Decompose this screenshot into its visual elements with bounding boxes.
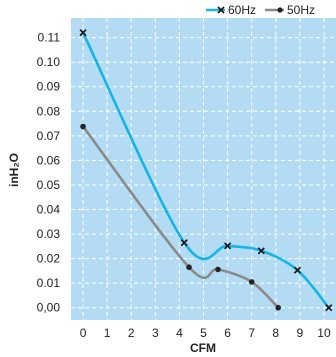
- data-point-50hz: [186, 264, 192, 271]
- y-tick-label: 0.02: [37, 252, 61, 266]
- grid-lines: [71, 18, 336, 320]
- data-point-60hz: [224, 242, 232, 250]
- y-tick-label: 0.11: [38, 31, 61, 45]
- legend-label: 60Hz: [228, 3, 256, 17]
- series-line-50hz: [81, 125, 280, 310]
- x-tick-label: 0: [80, 326, 87, 340]
- data-point-50hz: [80, 123, 86, 130]
- x-tick-label: 3: [152, 326, 159, 340]
- y-tick-label: 0.03: [37, 227, 61, 241]
- legend-label: 50Hz: [287, 3, 315, 17]
- x-tick-label: 7: [248, 326, 255, 340]
- legend: 60Hz 50Hz: [206, 3, 315, 17]
- y-tick-label: 0.01: [37, 276, 61, 290]
- legend-marker: [217, 6, 225, 14]
- y-tick-label: 0.10: [37, 55, 61, 69]
- legend-item-50hz: 50Hz: [265, 3, 315, 17]
- x-tick-label: 8: [272, 326, 279, 340]
- series-layer: [79, 29, 333, 312]
- data-point-60hz: [325, 304, 333, 312]
- y-tick-label: 0.05: [37, 178, 61, 192]
- data-point-60hz: [293, 266, 302, 274]
- x-axis-label: CFM: [190, 341, 216, 355]
- data-point-60hz: [79, 29, 87, 37]
- data-point-50hz: [215, 266, 221, 273]
- x-tick-label: 5: [200, 326, 207, 340]
- data-point-60hz: [257, 247, 265, 255]
- y-tick-label: 0.08: [37, 104, 61, 118]
- y-tick-label: 0.06: [37, 153, 61, 167]
- y-tick-label: 0,00: [37, 301, 61, 315]
- y-axis-ticks: 0,00 0.01 0.02 0.03 0.04 0.05 0.06 0.07 0.08 0.09…: [37, 31, 61, 315]
- data-point-50hz: [275, 304, 281, 311]
- legend-marker: [277, 7, 283, 13]
- y-tick-label: 0.04: [37, 203, 61, 217]
- y-axis-label: inH₂O: [7, 153, 21, 187]
- data-point-50hz: [248, 279, 255, 285]
- x-tick-label: 4: [176, 326, 183, 340]
- x-tick-label: 1: [104, 326, 111, 340]
- data-point-60hz: [180, 239, 188, 247]
- x-axis-ticks: 0 1 2 3 4 5 6 7 8 9 10: [80, 326, 331, 340]
- x-tick-label: 6: [224, 326, 231, 340]
- legend-item-60hz: 60Hz: [206, 3, 256, 17]
- x-tick-label: 2: [128, 326, 135, 340]
- y-tick-label: 0.07: [37, 129, 61, 143]
- x-tick-label: 10: [317, 326, 331, 340]
- x-tick-label: 9: [297, 326, 304, 340]
- y-tick-label: 0.09: [37, 80, 61, 94]
